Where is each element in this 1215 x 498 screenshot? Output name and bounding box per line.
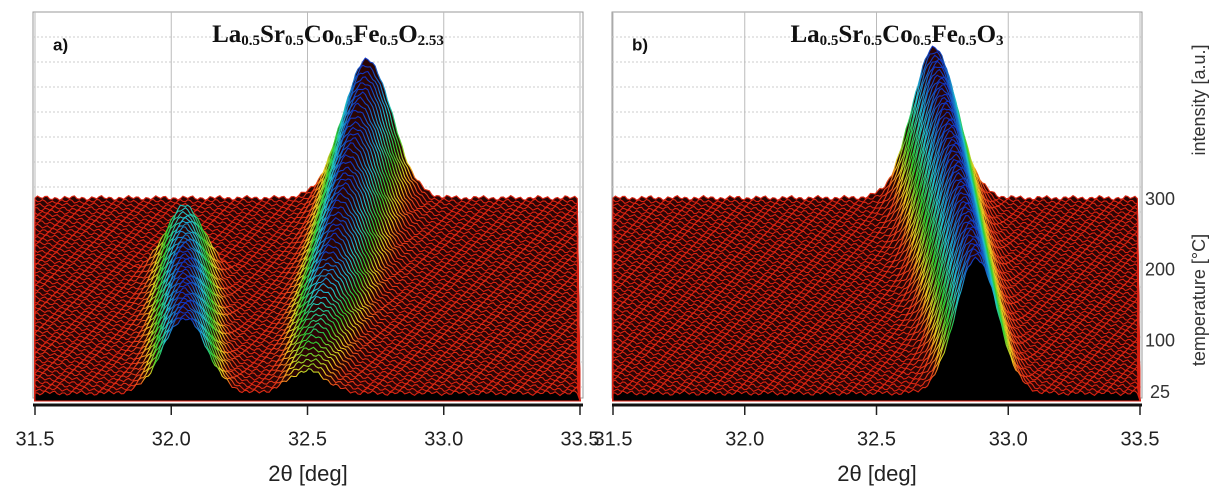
panel-label: a) <box>53 35 68 54</box>
x-tick-label: 33.5 <box>561 428 600 450</box>
x-tick-label: 33.0 <box>424 428 463 450</box>
x-axis-label: 2θ [deg] <box>268 461 348 486</box>
subscript: 0.5 <box>820 33 839 49</box>
element: Sr <box>260 21 285 48</box>
panel-title: La0.5Sr0.5Co0.5Fe0.5O2.53 <box>212 21 444 50</box>
subscript: 0.5 <box>285 33 304 49</box>
curve <box>612 256 1141 402</box>
x-tick-label: 32.5 <box>857 428 896 450</box>
panel: 31.5 32.0 32.5 33.0 33.5La0.5Sr0.5Co0.5Fe0.5… <box>594 11 1209 486</box>
x-tick-label: 32.0 <box>725 428 764 450</box>
x-tick-label: 33.0 <box>989 428 1028 450</box>
element: Fe <box>931 21 957 48</box>
element: O <box>977 21 996 48</box>
subscript: 2.53 <box>418 33 444 49</box>
x-tick-label: 33.5 <box>1121 428 1160 450</box>
subscript: 3 <box>996 33 1004 49</box>
x-axis-label: 2θ [deg] <box>837 461 917 486</box>
y2-tick-label: 300 <box>1145 189 1175 209</box>
y-axis-label: intensity [a.u.] <box>1189 44 1209 155</box>
subscript: 0.5 <box>913 33 932 49</box>
panel-label: b) <box>632 35 648 54</box>
subscript: 0.5 <box>334 33 353 49</box>
y2-tick-label: 100 <box>1145 331 1175 351</box>
element: Co <box>304 21 335 48</box>
element: O <box>398 21 417 48</box>
y2-tick-label: 25 <box>1150 382 1170 402</box>
x-tick-label: 31.5 <box>594 428 633 450</box>
subscript: 0.5 <box>958 33 977 49</box>
element: La <box>212 21 242 48</box>
y2-axis-label: temperature [°C] <box>1189 234 1209 366</box>
x-tick-label: 32.0 <box>152 428 191 450</box>
element: La <box>790 21 820 48</box>
element: Sr <box>838 21 863 48</box>
curve <box>34 317 581 402</box>
x-tick-label: 32.5 <box>288 428 327 450</box>
element: Fe <box>353 21 379 48</box>
element: Co <box>882 21 913 48</box>
x-tick-label: 31.5 <box>16 428 55 450</box>
panel: 31.5 32.0 32.5 33.0 33.5La0.5Sr0.5Co0.5Fe0.5… <box>16 11 600 486</box>
panel-title: La0.5Sr0.5Co0.5Fe0.5O3 <box>790 21 1003 50</box>
subscript: 0.5 <box>379 33 398 49</box>
subscript: 0.5 <box>863 33 882 49</box>
y2-tick-label: 200 <box>1145 260 1175 280</box>
subscript: 0.5 <box>241 33 260 49</box>
